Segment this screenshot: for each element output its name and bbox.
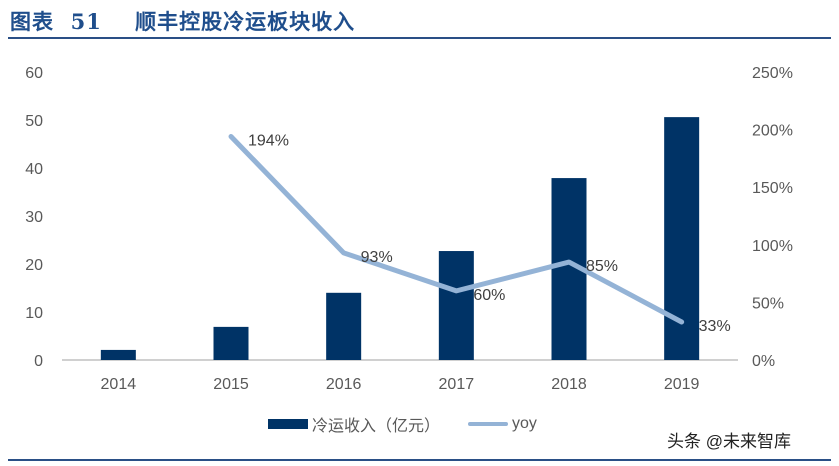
bar [100,349,136,360]
yoy-data-label: 60% [473,287,505,304]
left-axis-ticks: 0 10 20 30 40 50 60 [25,65,43,370]
yoy-data-labels: 194% 93% 60% 85% 33% [248,133,731,335]
yoy-line [228,134,685,325]
left-tick-label: 0 [34,353,43,370]
yoy-data-label: 194% [248,133,289,150]
legend-label-revenue: 冷运收入（亿元） [312,418,441,435]
right-axis-ticks: 0% 50% 100% 150% 200% 250% [752,65,793,370]
yoy-data-label: 85% [586,258,618,275]
right-tick-label: 50% [752,295,784,312]
bottom-divider [8,459,831,461]
chart-title: 图表 51 顺丰控股冷运板块收入 [10,9,356,34]
watermark: 头条 @未来智库 [667,432,791,451]
legend: 冷运收入（亿元） yoy [268,412,565,436]
yoy-data-label: 33% [699,318,731,335]
legend-label-yoy: yoy [512,415,537,432]
right-tick-label: 150% [752,180,793,197]
legend-item-yoy: yoy [468,415,537,433]
bar-series [100,117,700,361]
bar [213,326,249,360]
right-tick-label: 0% [752,353,775,370]
right-tick-label: 200% [752,123,793,140]
bar [326,292,362,360]
left-tick-label: 20 [25,257,43,274]
line-swatch-icon [468,422,509,426]
x-tick-label: 2015 [213,376,249,393]
left-tick-label: 50 [25,113,43,130]
left-tick-label: 60 [25,65,43,82]
left-tick-label: 40 [25,161,43,178]
x-tick-label: 2016 [326,376,362,393]
x-axis-ticks: 2014 2015 2016 2017 2018 2019 [101,376,700,393]
yoy-data-label: 93% [361,249,393,266]
title-divider [8,37,831,39]
legend-item-revenue: 冷运收入（亿元） [268,412,440,436]
x-tick-label: 2017 [439,376,475,393]
right-tick-label: 100% [752,238,793,255]
left-tick-label: 30 [25,209,43,226]
bar-swatch-icon [268,419,308,429]
left-tick-label: 10 [25,305,43,322]
bar [438,251,474,360]
x-tick-label: 2019 [664,376,700,393]
x-tick-label: 2018 [551,376,587,393]
x-tick-label: 2014 [101,376,137,393]
right-tick-label: 250% [752,65,793,82]
